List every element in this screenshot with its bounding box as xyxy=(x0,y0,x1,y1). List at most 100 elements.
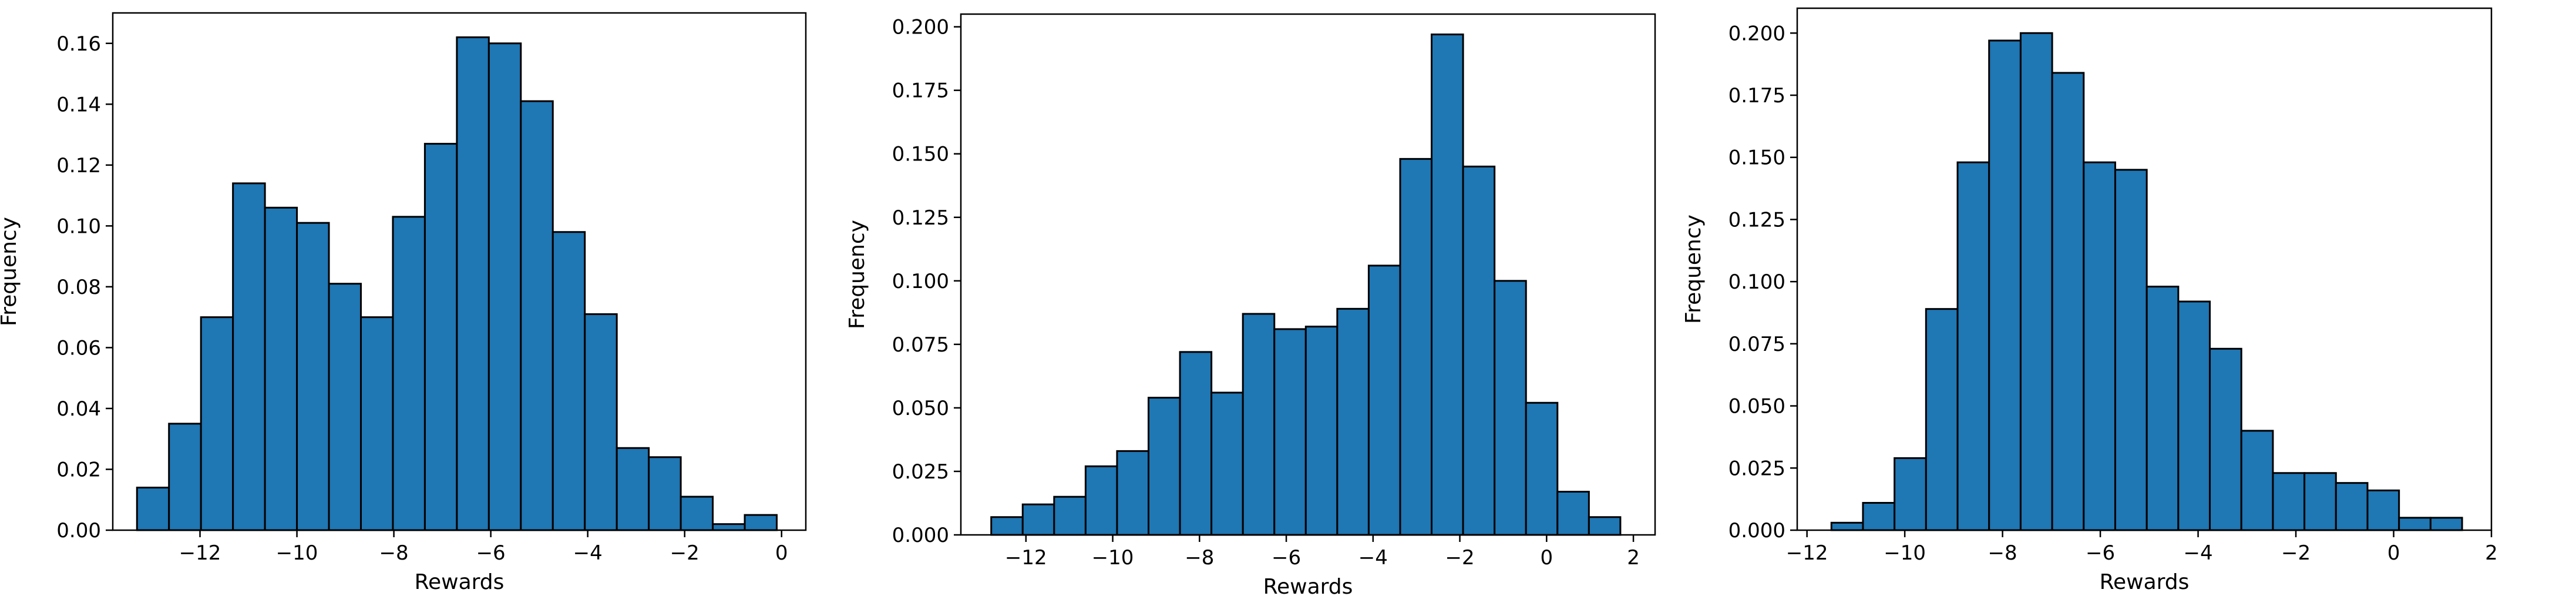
histogram-bar xyxy=(1894,457,1927,531)
y-tick-label: 0.200 xyxy=(1728,22,1785,45)
x-tick-label: −12 xyxy=(1786,541,1828,565)
histogram-bar xyxy=(2398,517,2432,531)
histogram-panel-2: −12 −10 −8 −6 −4 −2 0 2 0.000 0.025 0.050 0.075 0.10… xyxy=(845,13,1656,599)
y-tick-label: 0.04 xyxy=(56,397,101,421)
y-tick-label: 0.100 xyxy=(1728,270,1785,294)
histogram-bar xyxy=(2114,169,2148,531)
y-tick-label: 0.200 xyxy=(892,16,949,39)
histogram-bar xyxy=(392,216,426,531)
histogram-bar xyxy=(2019,32,2053,531)
histogram-bar xyxy=(2429,517,2463,531)
x-tick-label: 0 xyxy=(1540,546,1553,570)
y-tick-label: 0.06 xyxy=(56,336,101,360)
x-tick-label: −2 xyxy=(1445,546,1475,570)
x-tick-label: −12 xyxy=(179,541,221,565)
x-tick-label: −2 xyxy=(670,541,700,565)
y-tick-label: 0.025 xyxy=(892,460,949,484)
histogram-bar xyxy=(616,447,650,531)
histogram-bar xyxy=(1830,521,1864,531)
histogram-bar xyxy=(1525,401,1559,536)
y-tick-label: 0.075 xyxy=(892,333,949,357)
axes-frame xyxy=(960,13,1656,536)
y-tick-label: 0.12 xyxy=(56,154,101,178)
histogram-bar xyxy=(1021,503,1055,536)
x-tick-label: 2 xyxy=(1627,546,1640,570)
y-tick-label: 0.050 xyxy=(892,397,949,420)
histogram-bar xyxy=(1556,491,1590,536)
histogram-bar xyxy=(1925,308,1959,531)
histogram-bar xyxy=(1862,501,1896,531)
histogram-bar xyxy=(2145,286,2180,531)
y-tick-label: 0.00 xyxy=(56,519,101,543)
y-tick-label: 0.08 xyxy=(56,276,101,299)
histogram-bar xyxy=(990,516,1024,536)
y-tick-label: 0.150 xyxy=(1728,146,1785,170)
histogram-bar xyxy=(296,222,330,531)
histogram-bar xyxy=(1462,165,1496,536)
x-tick-label: −6 xyxy=(476,541,506,565)
x-tick-label: −4 xyxy=(573,541,603,565)
histogram-bar xyxy=(232,182,266,531)
y-tick-label: 0.075 xyxy=(1728,333,1785,356)
histogram-bar xyxy=(2240,430,2274,531)
y-tick-label: 0.14 xyxy=(56,93,101,116)
histogram-panel-3: −12 −10 −8 −6 −4 −2 0 2 0.000 0.025 0.050 0.075 0.10… xyxy=(1682,7,2498,594)
histogram-bar xyxy=(1084,465,1118,536)
histogram-bar xyxy=(2272,472,2306,531)
y-tick-label: 0.02 xyxy=(56,458,101,481)
histogram-bar xyxy=(1179,351,1213,536)
y-tick-label: 0.125 xyxy=(1728,208,1785,232)
histogram-bar xyxy=(1956,161,1990,531)
y-axis-label: Frequency xyxy=(0,217,21,326)
x-axis-label: Rewards xyxy=(2100,570,2190,594)
x-axis-label: Rewards xyxy=(1263,575,1353,599)
x-tick-label: 2 xyxy=(2485,541,2498,565)
histogram-bar xyxy=(168,423,202,531)
x-tick-label: −4 xyxy=(1358,546,1388,570)
histogram-bar xyxy=(359,316,394,531)
histogram-bar xyxy=(2177,300,2211,531)
histogram-bar xyxy=(2051,72,2085,531)
histogram-bar xyxy=(680,495,714,531)
x-tick-label: 0 xyxy=(2387,541,2400,565)
histogram-bar xyxy=(1336,307,1370,536)
y-tick-label: 0.10 xyxy=(56,215,101,238)
histogram-bar xyxy=(1210,391,1244,536)
histogram-bar xyxy=(1148,397,1181,536)
histogram-bar xyxy=(1494,280,1527,536)
x-tick-label: −10 xyxy=(1092,546,1134,570)
axes-frame xyxy=(1796,7,2493,531)
y-tick-label: 0.175 xyxy=(1728,84,1785,108)
y-tick-label: 0.150 xyxy=(892,143,949,166)
x-tick-label: −10 xyxy=(1884,541,1926,565)
x-axis-label: Rewards xyxy=(415,570,505,594)
histogram-bar xyxy=(136,487,170,531)
histogram-bar xyxy=(1399,158,1433,536)
histogram-bar xyxy=(712,523,746,531)
x-tick-label: −8 xyxy=(379,541,409,565)
histogram-bar xyxy=(520,100,554,531)
y-axis-label: Frequency xyxy=(1682,215,1706,324)
histogram-bar xyxy=(648,456,682,531)
histogram-bar xyxy=(2335,482,2369,531)
axes-frame xyxy=(112,12,807,531)
histogram-bar xyxy=(423,143,458,531)
x-tick-label: −8 xyxy=(1185,546,1214,570)
histogram-bar xyxy=(1431,34,1464,536)
x-tick-label: −6 xyxy=(2086,541,2115,565)
histogram-bar xyxy=(551,231,586,531)
histogram-bar xyxy=(2366,489,2400,531)
y-tick-label: 0.16 xyxy=(56,32,101,56)
histogram-bar xyxy=(264,206,298,531)
histogram-bar xyxy=(1588,516,1622,536)
histogram-bar xyxy=(1367,265,1401,536)
y-tick-label: 0.125 xyxy=(892,206,949,230)
y-tick-label: 0.050 xyxy=(1728,395,1785,418)
histogram-bar xyxy=(456,36,490,531)
y-tick-label: 0.025 xyxy=(1728,457,1785,480)
y-tick-label: 0.100 xyxy=(892,270,949,293)
histogram-bar xyxy=(2209,347,2242,531)
y-tick-label: 0.175 xyxy=(892,79,949,103)
x-tick-label: −12 xyxy=(1005,546,1047,570)
